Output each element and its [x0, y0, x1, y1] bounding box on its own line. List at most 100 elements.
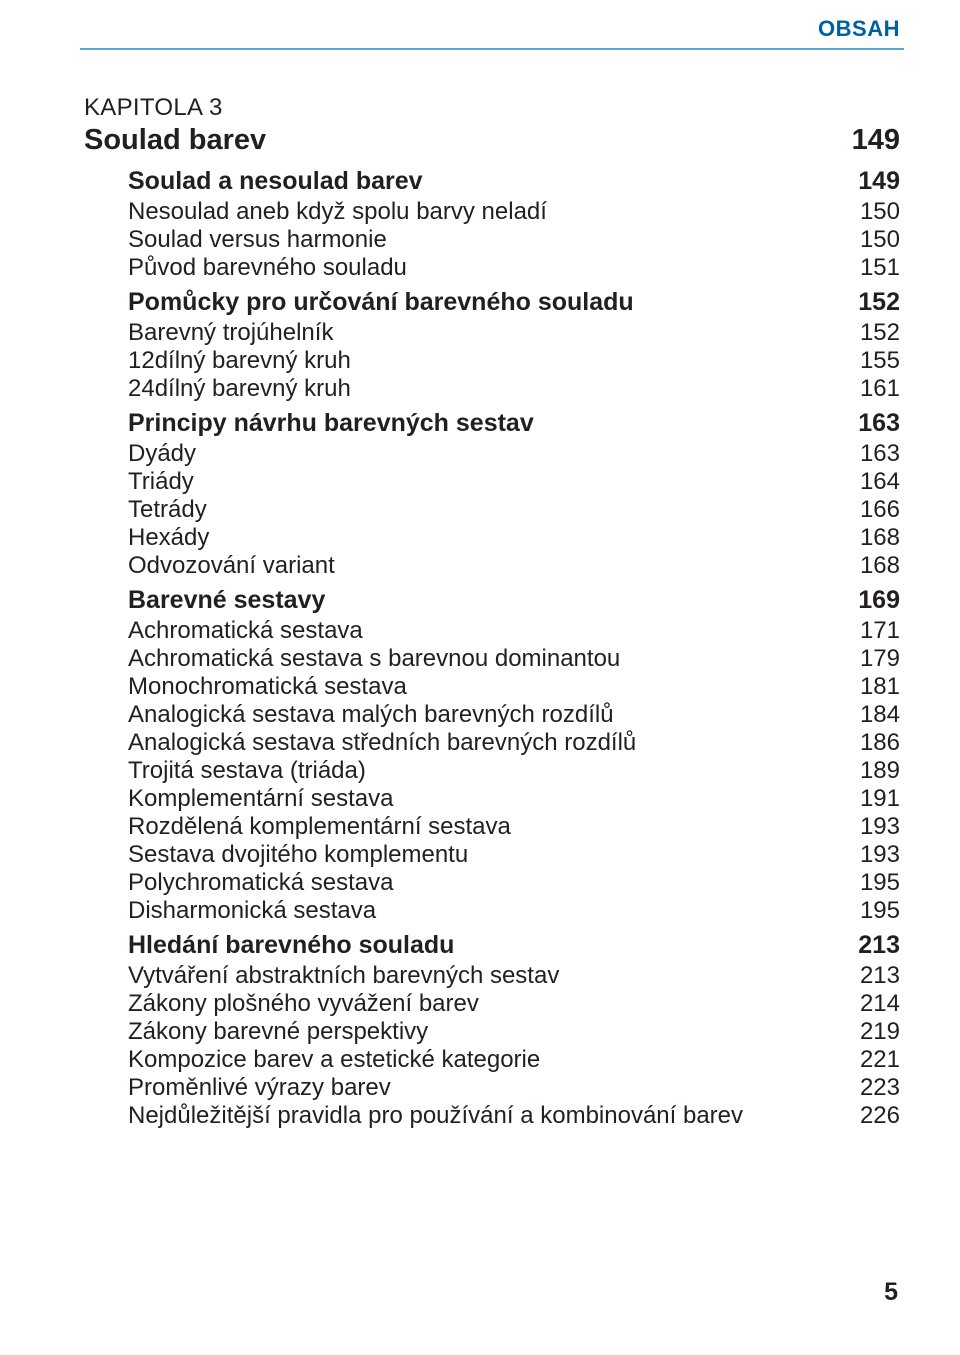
header-rule: [80, 48, 904, 50]
toc-section-title: Barevné sestavy: [128, 588, 325, 613]
toc-entry-page: 195: [844, 871, 900, 895]
toc-entry-page: 168: [844, 554, 900, 578]
toc-section-row: Principy návrhu barevných sestav 163: [84, 411, 900, 436]
toc-entry-title: Dyády: [128, 442, 196, 466]
toc-entry-title: Soulad versus harmonie: [128, 228, 387, 252]
toc-entry-title: Achromatická sestava: [128, 619, 363, 643]
toc-section-row: Hledání barevného souladu 213: [84, 933, 900, 958]
toc-section-title: Pomůcky pro určování barevného souladu: [128, 290, 634, 315]
toc-entry-row: Komplementární sestava 191: [84, 787, 900, 811]
toc-entry-row: Analogická sestava středních barevných r…: [84, 731, 900, 755]
toc-entry-title: Zákony barevné perspektivy: [128, 1020, 428, 1044]
toc-entry-row: Disharmonická sestava 195: [84, 899, 900, 923]
toc-entry-row: Kompozice barev a estetické kategorie 221: [84, 1048, 900, 1072]
toc-section-row: Barevné sestavy 169: [84, 588, 900, 613]
toc-entry-page: 189: [844, 759, 900, 783]
toc-entry-title: Hexády: [128, 526, 209, 550]
toc-entry-page: 214: [844, 992, 900, 1016]
toc-entry-page: 161: [844, 377, 900, 401]
toc-entry-row: Triády 164: [84, 470, 900, 494]
toc-entry-title: Kompozice barev a estetické kategorie: [128, 1048, 540, 1072]
toc-entry-row: Původ barevného souladu151: [84, 256, 900, 280]
toc-entry-page: 150: [844, 228, 900, 252]
toc-entry-row: Zákony barevné perspektivy 219: [84, 1020, 900, 1044]
page-number: 5: [884, 1278, 898, 1307]
toc-entry-title: Monochromatická sestava: [128, 675, 407, 699]
toc-entry-title: Polychromatická sestava: [128, 871, 393, 895]
toc-entry-title: Odvozování variant: [128, 554, 335, 578]
toc-chapter-row: Soulad barev 149: [84, 126, 900, 155]
toc-entry-page: 179: [844, 647, 900, 671]
toc-entry-page: 186: [844, 731, 900, 755]
toc-entry-title: Komplementární sestava: [128, 787, 393, 811]
toc-entry-row: Polychromatická sestava 195: [84, 871, 900, 895]
toc-entry-page: 155: [844, 349, 900, 373]
toc-chapter-title: Soulad barev: [84, 126, 266, 155]
toc-section-page: 163: [842, 411, 900, 436]
toc-entry-page: 195: [844, 899, 900, 923]
toc-entry-page: 168: [844, 526, 900, 550]
toc-entry-title: Sestava dvojitého komplementu: [128, 843, 468, 867]
toc-entry-page: 226: [844, 1104, 900, 1128]
toc-entry-title: Triády: [128, 470, 194, 494]
toc-entry-page: 152: [844, 321, 900, 345]
toc-section-row: Soulad a nesoulad barev 149: [84, 169, 900, 194]
toc-entry-row: Tetrády 166: [84, 498, 900, 522]
toc-entry-row: Proměnlivé výrazy barev223: [84, 1076, 900, 1100]
toc-section-page: 152: [842, 290, 900, 315]
toc-entry-row: 24dílný barevný kruh 161: [84, 377, 900, 401]
toc-section-title: Principy návrhu barevných sestav: [128, 411, 534, 436]
toc-section-title: Soulad a nesoulad barev: [128, 169, 423, 194]
toc-entry-title: Nesoulad aneb když spolu barvy neladí: [128, 200, 547, 224]
chapter-eyebrow: KAPITOLA 3: [84, 94, 900, 122]
toc-entry-row: Monochromatická sestava 181: [84, 675, 900, 699]
toc-entry-title: 24dílný barevný kruh: [128, 377, 351, 401]
toc-entry-title: Zákony plošného vyvážení barev: [128, 992, 479, 1016]
toc-entry-row: Barevný trojúhelník 152: [84, 321, 900, 345]
toc-entry-page: 151: [844, 256, 900, 280]
toc-entry-page: 219: [844, 1020, 900, 1044]
toc-entry-row: Sestava dvojitého komplementu193: [84, 843, 900, 867]
toc-entry-title: 12dílný barevný kruh: [128, 349, 351, 373]
toc-entry-row: Nesoulad aneb když spolu barvy neladí 150: [84, 200, 900, 224]
toc-chapter-page: 149: [836, 126, 900, 155]
toc-entry-row: Soulad versus harmonie 150: [84, 228, 900, 252]
toc-entry-row: Analogická sestava malých barevných rozd…: [84, 703, 900, 727]
toc-entry-page: 193: [844, 815, 900, 839]
toc-section-page: 213: [842, 933, 900, 958]
toc-entry-row: Odvozování variant 168: [84, 554, 900, 578]
toc-entry-row: Zákony plošného vyvážení barev 214: [84, 992, 900, 1016]
toc-entry-row: 12dílný barevný kruh 155: [84, 349, 900, 373]
toc-entry-row: Rozdělená komplementární sestava 193: [84, 815, 900, 839]
toc-section-title: Hledání barevného souladu: [128, 933, 454, 958]
toc-section-row: Pomůcky pro určování barevného souladu 1…: [84, 290, 900, 315]
toc-entry-title: Proměnlivé výrazy barev: [128, 1076, 391, 1100]
toc-entry-page: 191: [844, 787, 900, 811]
toc-entry-row: Achromatická sestava s barevnou dominant…: [84, 647, 900, 671]
toc-entry-row: Dyády163: [84, 442, 900, 466]
toc-entry-page: 150: [844, 200, 900, 224]
toc-section-page: 169: [842, 588, 900, 613]
toc-entry-row: Nejdůležitější pravidla pro používání a …: [84, 1104, 900, 1128]
toc-entry-row: Vytváření abstraktních barevných sestav2…: [84, 964, 900, 988]
toc-entry-page: 221: [844, 1048, 900, 1072]
toc-entry-page: 213: [844, 964, 900, 988]
toc-entry-row: Hexády 168: [84, 526, 900, 550]
toc-entry-row: Achromatická sestava 171: [84, 619, 900, 643]
toc-entry-title: Nejdůležitější pravidla pro používání a …: [128, 1104, 743, 1128]
toc-entry-page: 171: [844, 619, 900, 643]
toc-entry-page: 181: [844, 675, 900, 699]
toc-entry-title: Tetrády: [128, 498, 207, 522]
toc-entry-page: 184: [844, 703, 900, 727]
toc-entry-title: Rozdělená komplementární sestava: [128, 815, 511, 839]
toc-entry-title: Analogická sestava malých barevných rozd…: [128, 703, 614, 727]
toc-entry-title: Disharmonická sestava: [128, 899, 376, 923]
toc-section-page: 149: [842, 169, 900, 194]
toc-entry-row: Trojitá sestava (triáda)189: [84, 759, 900, 783]
running-header: OBSAH: [80, 16, 904, 42]
toc-entry-page: 166: [844, 498, 900, 522]
table-of-contents: KAPITOLA 3 Soulad barev 149 Soulad a nes…: [80, 94, 904, 1128]
toc-entry-title: Barevný trojúhelník: [128, 321, 333, 345]
toc-entry-page: 164: [844, 470, 900, 494]
toc-entry-title: Achromatická sestava s barevnou dominant…: [128, 647, 620, 671]
